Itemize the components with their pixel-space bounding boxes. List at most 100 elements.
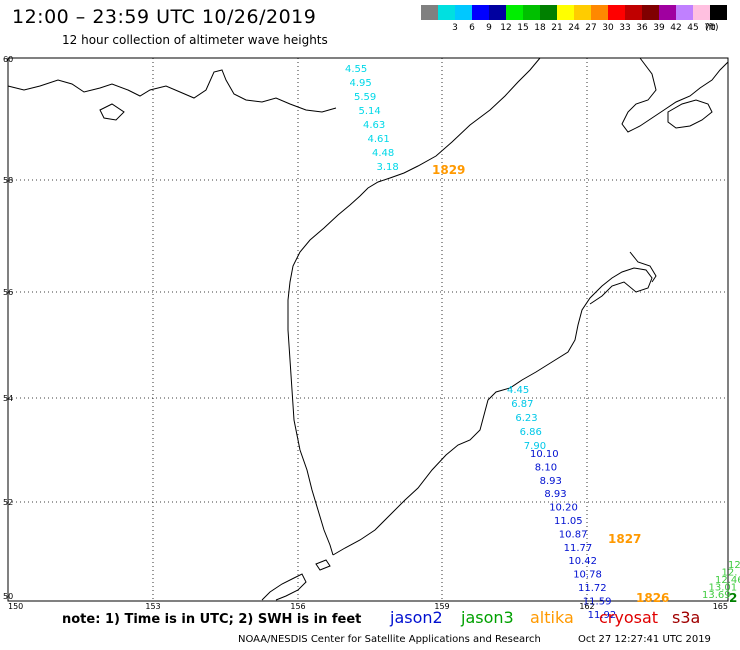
- wave-height-label: 10.78: [573, 570, 602, 581]
- legend-swatch: [506, 5, 523, 20]
- legend-swatch: [455, 5, 472, 20]
- wave-height-label: 11.05: [554, 516, 583, 527]
- wave-height-label: 3.18: [377, 162, 399, 173]
- karaginsky-island: [667, 99, 713, 129]
- legend-label: 27: [585, 23, 597, 33]
- wave-height-label: 8.10: [535, 462, 557, 473]
- satellite-name: s3a: [672, 608, 701, 627]
- map-subtitle: 12 hour collection of altimeter wave hei…: [62, 33, 328, 47]
- legend-label: 36: [636, 23, 648, 33]
- legend-label: 9: [486, 23, 492, 33]
- pass-time-label: 1829: [432, 163, 465, 177]
- wave-height-label: 13.01: [709, 583, 738, 594]
- wave-height-label: 4.45: [507, 385, 529, 396]
- wave-height-label: 11.92: [588, 610, 617, 621]
- legend-label: 70: [704, 23, 716, 33]
- peninsula-tip: [629, 251, 657, 283]
- legend-swatch: [489, 5, 506, 20]
- legend-swatch: [472, 5, 489, 20]
- latitude-label: 54: [3, 394, 13, 403]
- koni-peninsula: [99, 103, 125, 121]
- wave-height-label: 11.72: [578, 583, 607, 594]
- latitude-label: 56: [3, 288, 13, 297]
- legend-swatch: [421, 5, 438, 20]
- legend-swatch: [591, 5, 608, 20]
- longitude-label: 156: [290, 602, 305, 611]
- paramushir-island: [261, 573, 307, 601]
- legend-label: 12: [500, 23, 512, 33]
- wave-height-label: 10.20: [549, 503, 578, 514]
- legend-label: 6: [469, 23, 475, 33]
- wave-height-label: 4.63: [363, 120, 385, 131]
- satellite-name: jason3: [461, 608, 514, 627]
- legend-swatch: [540, 5, 557, 20]
- kamchatka-coast: [287, 57, 541, 556]
- satellite-name: cryosat: [599, 608, 659, 627]
- wave-height-label: 10.10: [530, 449, 559, 460]
- legend-label: 33: [619, 23, 631, 33]
- legend-label: 30: [602, 23, 614, 33]
- longitude-label: 165: [713, 602, 728, 611]
- generation-timestamp: Oct 27 12:27:41 UTC 2019: [578, 634, 711, 645]
- wave-height-label: 4.95: [350, 78, 372, 89]
- wave-height-label: 10.87: [559, 529, 588, 540]
- pass-time-label: 1827: [608, 532, 641, 546]
- map-frame: [7, 57, 729, 602]
- wave-height-label: 13.69: [702, 590, 731, 601]
- magadan-coast: [7, 69, 337, 113]
- legend-swatch: [710, 5, 727, 20]
- kamchatka-east-coast: [332, 267, 653, 556]
- wave-height-label: 6.87: [511, 399, 533, 410]
- wave-height-label: 12.46: [715, 575, 740, 586]
- longitude-label: 150: [8, 602, 23, 611]
- wave-height-label: 8.93: [540, 476, 562, 487]
- coastline: [7, 57, 729, 601]
- legend-swatch: [557, 5, 574, 20]
- wave-height-label: 7.90: [524, 441, 546, 452]
- longitude-label: 153: [145, 602, 160, 611]
- legend-swatch: [523, 5, 540, 20]
- legend-swatch: [693, 5, 710, 20]
- latitude-label: 52: [3, 498, 13, 507]
- pass-time-label: 2: [729, 591, 737, 605]
- wave-height-label: 11.77: [564, 543, 593, 554]
- legend-swatch: [608, 5, 625, 20]
- legend-label: 18: [534, 23, 546, 33]
- legend-label: 21: [551, 23, 563, 33]
- longitude-label: 159: [434, 602, 449, 611]
- graticule: [8, 58, 728, 601]
- satellite-name: altika: [530, 608, 574, 627]
- longitude-label: 162: [579, 602, 594, 611]
- legend-label: 3: [452, 23, 458, 33]
- legend-swatch: [642, 5, 659, 20]
- wave-height-label: 4.61: [368, 134, 390, 145]
- legend-label: 39: [653, 23, 665, 33]
- credit-line: NOAA/NESDIS Center for Satellite Applica…: [238, 634, 541, 645]
- latitude-label: 50: [3, 592, 13, 601]
- legend-swatch: [625, 5, 642, 20]
- latitude-label: 58: [3, 176, 13, 185]
- map-title: 12:00 – 23:59 UTC 10/26/2019: [12, 6, 317, 28]
- legend-label: 15: [517, 23, 529, 33]
- latitude-label: 60: [3, 55, 13, 64]
- satellite-name: jason2: [390, 608, 443, 627]
- legend-label: 42: [670, 23, 682, 33]
- wave-height-label: 4.48: [372, 148, 394, 159]
- legend-label: 24: [568, 23, 580, 33]
- wave-height-label: 8.93: [544, 489, 566, 500]
- wave-height-label: 10.42: [568, 556, 597, 567]
- legend-swatch: [438, 5, 455, 20]
- pass-time-label: 1826: [636, 591, 669, 605]
- wave-height-label: 6.23: [515, 413, 537, 424]
- wave-height-label: 12.: [722, 568, 738, 579]
- wave-height-label: 12: [728, 560, 740, 571]
- footer-note: note: 1) Time is in UTC; 2) SWH is in fe…: [62, 612, 362, 627]
- wave-height-label: 11.59: [583, 596, 612, 607]
- wave-height-label: 5.59: [354, 92, 376, 103]
- legend-swatch: [676, 5, 693, 20]
- wave-height-label: 5.14: [359, 106, 381, 117]
- legend-label: 45: [687, 23, 699, 33]
- shumshu-island: [315, 559, 331, 571]
- legend-unit: (ft): [705, 23, 719, 33]
